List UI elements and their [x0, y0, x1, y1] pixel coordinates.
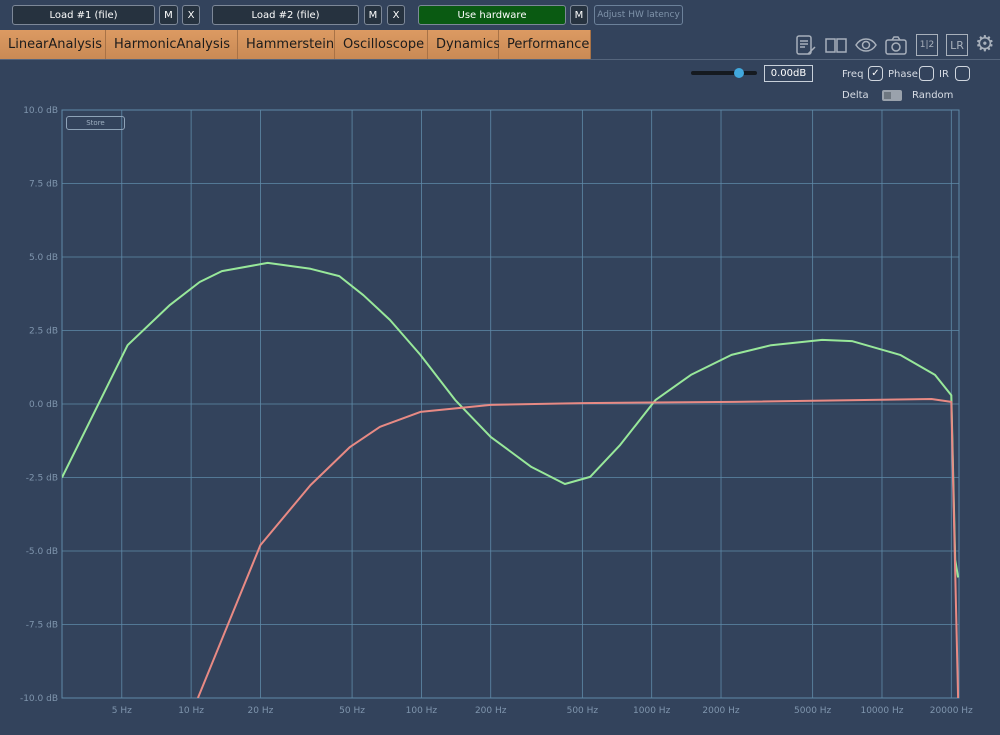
- y-tick-label: -2.5 dB: [26, 474, 58, 484]
- mute-hardware-button[interactable]: M: [570, 5, 588, 25]
- mute-2-button[interactable]: M: [364, 5, 382, 25]
- y-tick-label: 2.5 dB: [29, 327, 58, 337]
- store-button[interactable]: Store: [66, 116, 125, 130]
- y-tick-label: -10.0 dB: [20, 694, 58, 704]
- x-tick-label: 10000 Hz: [860, 706, 903, 716]
- freq-checkbox[interactable]: ✓: [868, 66, 883, 81]
- series-line-2: [196, 398, 959, 698]
- ir-checkbox[interactable]: [955, 66, 970, 81]
- x-tick-label: 5000 Hz: [794, 706, 832, 716]
- y-tick-label: 5.0 dB: [29, 253, 58, 263]
- x-tick-label: 200 Hz: [475, 706, 507, 716]
- y-tick-label: 10.0 dB: [23, 106, 58, 116]
- x-tick-label: 500 Hz: [567, 706, 599, 716]
- delta-random-toggle[interactable]: [882, 90, 902, 101]
- load-file-1-button[interactable]: Load #1 (file): [12, 5, 155, 25]
- load-file-2-button[interactable]: Load #2 (file): [212, 5, 359, 25]
- phase-checkbox[interactable]: [919, 66, 934, 81]
- ir-label: IR: [939, 69, 949, 80]
- x-tick-label: 2000 Hz: [702, 706, 740, 716]
- x-tick-label: 5 Hz: [112, 706, 132, 716]
- adjust-hw-latency-button[interactable]: Adjust HW latency: [594, 5, 683, 25]
- tab-hammerstein[interactable]: Hammerstein: [238, 30, 335, 59]
- y-tick-label: 0.0 dB: [29, 400, 58, 410]
- divider: [0, 59, 1000, 60]
- tab-oscilloscope[interactable]: Oscilloscope: [335, 30, 428, 59]
- clear-1-button[interactable]: X: [182, 5, 200, 25]
- eye-icon[interactable]: [855, 34, 877, 56]
- mute-1-button[interactable]: M: [159, 5, 178, 25]
- gain-slider[interactable]: [691, 68, 757, 78]
- phase-label: Phase: [888, 69, 918, 80]
- series-line-1: [62, 261, 959, 578]
- y-tick-label: -7.5 dB: [26, 621, 58, 631]
- tab-bar: LinearAnalysis HarmonicAnalysis Hammerst…: [0, 30, 591, 59]
- x-tick-label: 100 Hz: [406, 706, 438, 716]
- clear-2-button[interactable]: X: [387, 5, 405, 25]
- notes-edit-icon[interactable]: [795, 34, 817, 56]
- use-hardware-button[interactable]: Use hardware: [418, 5, 566, 25]
- x-tick-label: 10 Hz: [178, 706, 204, 716]
- gear-icon[interactable]: ⚙: [975, 32, 995, 57]
- one-two-icon[interactable]: 1|2: [916, 34, 938, 56]
- freq-label: Freq: [842, 69, 864, 80]
- x-tick-label: 1000 Hz: [633, 706, 671, 716]
- delta-label: Delta: [842, 90, 869, 101]
- tab-linear-analysis[interactable]: LinearAnalysis: [0, 30, 106, 59]
- random-label: Random: [912, 90, 954, 101]
- x-tick-label: 50 Hz: [339, 706, 365, 716]
- gain-value-field[interactable]: 0.00dB: [764, 65, 813, 82]
- tab-dynamics[interactable]: Dynamics: [428, 30, 500, 59]
- camera-icon[interactable]: [885, 34, 907, 56]
- x-tick-label: 20 Hz: [248, 706, 274, 716]
- x-tick-label: 20000 Hz: [930, 706, 973, 716]
- y-tick-label: -5.0 dB: [26, 547, 58, 557]
- tab-performance[interactable]: Performance: [499, 30, 591, 59]
- y-tick-label: 7.5 dB: [29, 180, 58, 190]
- tab-harmonic-analysis[interactable]: HarmonicAnalysis: [106, 30, 238, 59]
- lr-icon[interactable]: LR: [946, 34, 968, 56]
- slider-thumb[interactable]: [734, 68, 744, 78]
- book-icon[interactable]: [825, 34, 847, 56]
